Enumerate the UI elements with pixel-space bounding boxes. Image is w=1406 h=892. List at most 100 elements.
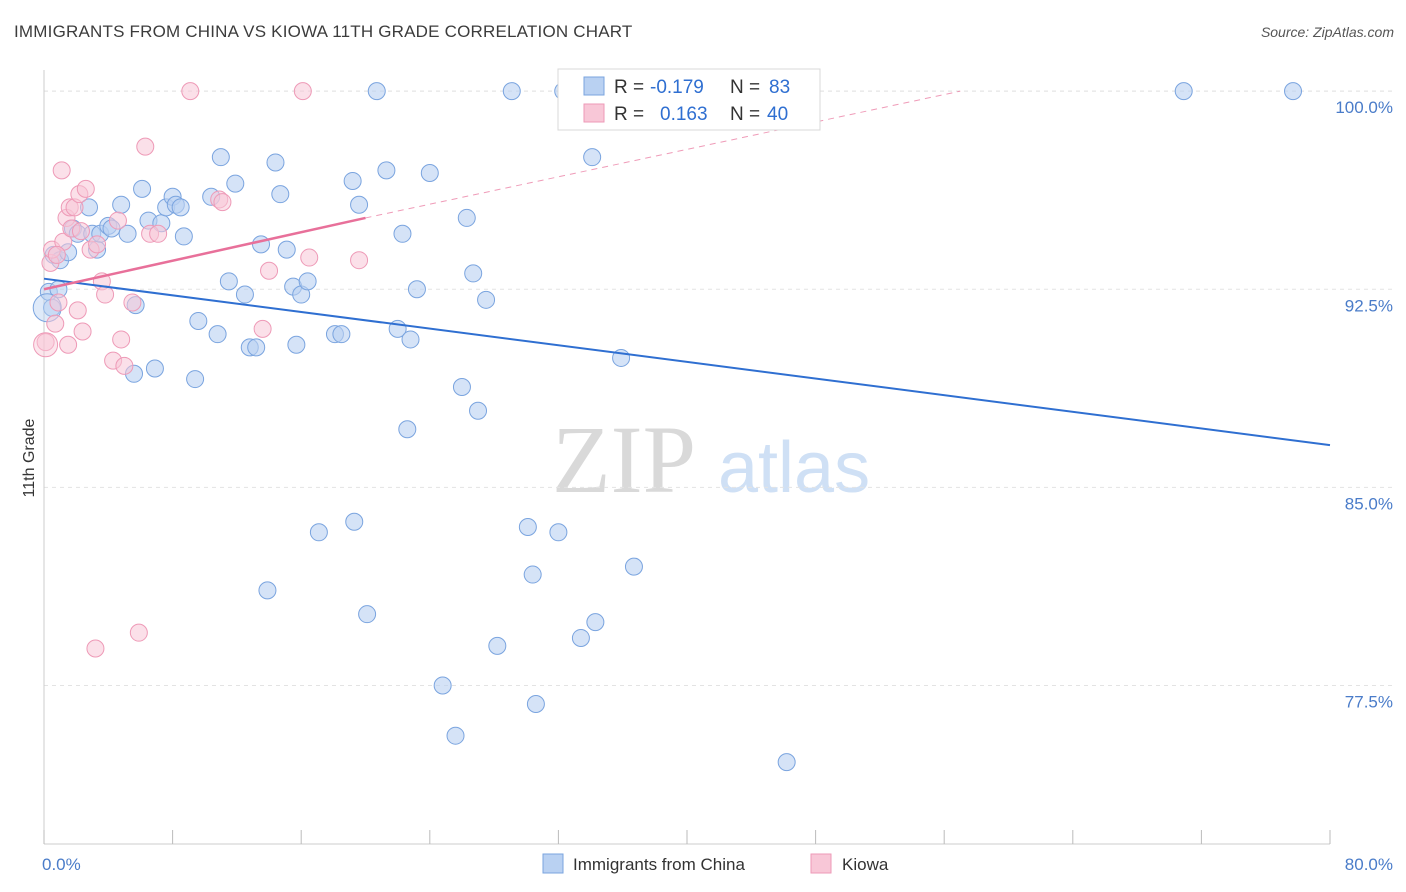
- correlation-legend: R = -0.179 N = 83 R = 0.163 N = 40: [557, 68, 821, 131]
- data-point-kiowa: [149, 224, 168, 243]
- data-point-china: [502, 82, 521, 101]
- data-point-china: [252, 235, 271, 254]
- legend-n-value-1: 83: [769, 77, 790, 98]
- legend-r-label-2: R =: [614, 104, 644, 125]
- data-point-kiowa: [129, 623, 148, 642]
- data-point-china: [145, 359, 164, 378]
- series-kiowa: [33, 82, 369, 658]
- data-point-kiowa: [59, 335, 78, 354]
- data-point-china: [343, 171, 362, 190]
- data-point-china: [523, 565, 542, 584]
- watermark-zip: ZIP: [552, 406, 696, 513]
- data-point-china: [401, 330, 420, 349]
- data-point-kiowa: [49, 293, 68, 312]
- data-point-kiowa: [36, 333, 55, 352]
- data-point-china: [464, 264, 483, 283]
- legend-n-value-2: 40: [767, 104, 788, 125]
- data-point-china: [345, 512, 364, 531]
- data-point-kiowa: [68, 301, 87, 320]
- data-point-china: [583, 148, 602, 167]
- data-point-china: [258, 581, 277, 600]
- data-point-china: [287, 335, 306, 354]
- data-point-china: [1284, 82, 1303, 101]
- data-point-china: [469, 401, 488, 420]
- data-point-kiowa: [260, 261, 279, 280]
- data-point-china: [186, 370, 205, 389]
- legend-r-value-1: -0.179: [650, 77, 704, 98]
- data-point-china: [350, 195, 369, 214]
- data-point-china: [118, 224, 137, 243]
- legend-r-value-2: 0.163: [660, 104, 708, 125]
- legend-n-label-2: N =: [730, 104, 760, 125]
- data-point-kiowa: [73, 322, 92, 341]
- data-point-china: [477, 290, 496, 309]
- data-point-kiowa: [76, 179, 95, 198]
- series-legend-swatch-china: [542, 853, 564, 874]
- data-point-kiowa: [112, 330, 131, 349]
- data-point-china: [266, 153, 285, 172]
- data-point-kiowa: [96, 285, 115, 304]
- data-point-kiowa: [88, 235, 107, 254]
- chart-title: IMMIGRANTS FROM CHINA VS KIOWA 11TH GRAD…: [14, 22, 633, 41]
- data-point-kiowa: [71, 222, 90, 241]
- data-point-china: [309, 523, 328, 542]
- data-point-kiowa: [33, 332, 59, 358]
- y-tick-label: 77.5%: [1345, 693, 1393, 712]
- trend-line-kiowa-extension: [365, 90, 961, 219]
- data-point-china: [446, 726, 465, 745]
- data-point-kiowa: [123, 293, 142, 312]
- data-point-kiowa: [136, 137, 155, 156]
- data-point-china: [407, 280, 426, 299]
- data-point-china: [189, 311, 208, 330]
- data-point-china: [624, 557, 643, 576]
- series-legend-swatch-kiowa: [810, 853, 832, 874]
- data-point-china: [211, 148, 230, 167]
- data-point-china: [171, 198, 190, 217]
- data-point-china: [1174, 82, 1193, 101]
- data-point-china: [398, 420, 417, 439]
- y-tick-label: 92.5%: [1345, 296, 1393, 315]
- grid-lines: [44, 90, 1394, 687]
- data-point-china: [226, 174, 245, 193]
- data-point-china: [488, 636, 507, 655]
- data-point-kiowa: [115, 356, 134, 375]
- data-point-china: [549, 523, 568, 542]
- data-point-china: [367, 82, 386, 101]
- data-point-china: [457, 208, 476, 227]
- series-legend-label-china: Immigrants from China: [573, 855, 745, 874]
- data-point-china: [526, 694, 545, 713]
- data-point-kiowa: [213, 193, 232, 212]
- data-point-china: [247, 338, 266, 357]
- chart-source: Source: ZipAtlas.com: [1260, 24, 1394, 40]
- data-point-china: [235, 285, 254, 304]
- y-tick-label: 100.0%: [1335, 98, 1393, 117]
- x-tick-label: 0.0%: [42, 855, 81, 874]
- data-point-china: [332, 325, 351, 344]
- data-point-china: [277, 240, 296, 259]
- axes: [43, 70, 1331, 845]
- data-point-kiowa: [108, 211, 127, 230]
- data-point-china: [393, 224, 412, 243]
- data-point-china: [208, 325, 227, 344]
- data-point-kiowa: [300, 248, 319, 267]
- legend-r-label-1: R =: [614, 77, 644, 98]
- data-point-kiowa: [350, 251, 369, 270]
- data-point-china: [377, 161, 396, 180]
- data-point-kiowa: [47, 245, 66, 264]
- data-point-china: [271, 185, 290, 204]
- legend-n-label-1: N =: [730, 77, 760, 98]
- data-point-china: [452, 377, 471, 396]
- watermark-atlas: atlas: [718, 428, 870, 508]
- data-point-kiowa: [86, 639, 105, 658]
- legend-swatch-blue: [583, 76, 605, 96]
- data-point-china: [777, 753, 796, 772]
- y-axis-label: 11th Grade: [21, 418, 38, 497]
- data-point-china: [358, 605, 377, 624]
- data-point-china: [586, 613, 605, 632]
- tick-labels: 77.5% 85.0% 92.5% 100.0% 0.0% 80.0%: [42, 98, 1393, 874]
- series-legend-label-kiowa: Kiowa: [842, 855, 889, 874]
- data-point-china: [174, 227, 193, 246]
- data-point-kiowa: [46, 314, 65, 333]
- series-legend: Immigrants from China Kiowa: [542, 853, 889, 874]
